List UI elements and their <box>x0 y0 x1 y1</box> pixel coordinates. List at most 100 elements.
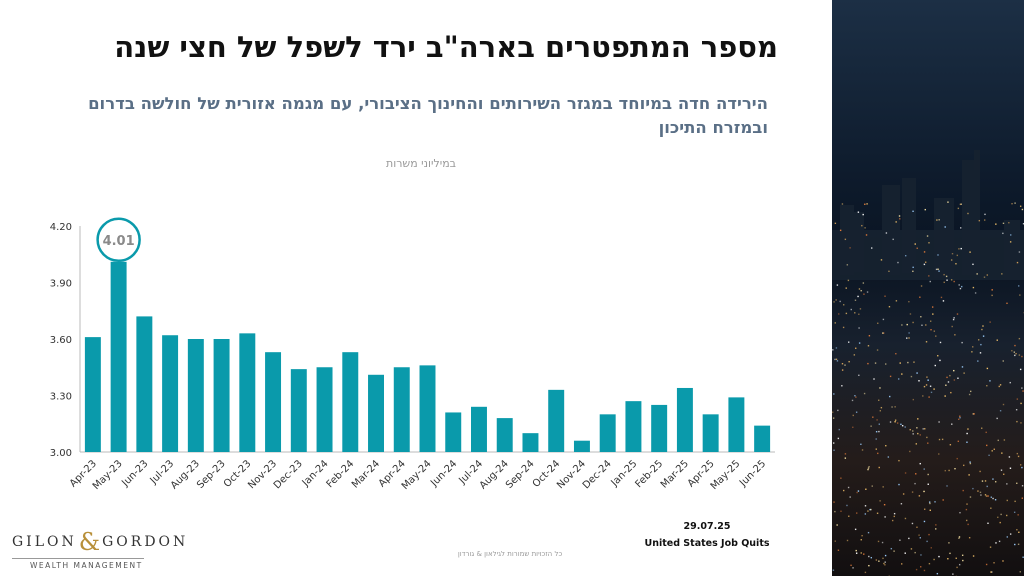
city-light <box>934 364 936 367</box>
city-light <box>1021 497 1024 499</box>
city-light <box>875 448 877 450</box>
city-light <box>915 568 918 571</box>
city-light <box>938 219 940 221</box>
city-light <box>917 432 919 435</box>
city-light <box>986 485 988 488</box>
city-light <box>877 452 879 455</box>
city-light <box>864 203 866 205</box>
city-light <box>904 426 906 428</box>
city-light <box>1002 360 1004 362</box>
city-light <box>929 280 931 283</box>
y-tick-label: 3.60 <box>50 335 72 346</box>
city-light <box>881 541 884 544</box>
city-light <box>961 366 964 368</box>
city-light <box>925 341 928 343</box>
city-light <box>959 417 961 419</box>
city-light <box>961 554 964 556</box>
copyright-note: כל הזכויות שמורות לגילאון & גורדון <box>457 550 563 558</box>
city-light <box>945 384 947 386</box>
city-light <box>1009 533 1012 535</box>
city-light <box>990 571 992 573</box>
city-light <box>847 486 850 489</box>
city-light <box>954 467 956 470</box>
city-light <box>1016 452 1019 455</box>
city-light <box>882 486 884 488</box>
city-light <box>910 548 913 550</box>
city-light <box>858 342 861 344</box>
city-light <box>883 562 885 565</box>
city-light <box>834 358 836 361</box>
city-light <box>912 266 914 269</box>
city-light <box>940 296 943 299</box>
city-light <box>937 268 939 270</box>
city-light <box>848 341 850 343</box>
city-light <box>925 384 928 386</box>
city-light <box>959 203 962 206</box>
city-light <box>998 540 1001 543</box>
city-light <box>989 546 992 548</box>
city-light <box>980 343 982 346</box>
city-light <box>919 434 921 436</box>
city-light <box>849 496 851 498</box>
city-light <box>967 523 969 526</box>
city-light <box>979 352 982 354</box>
city-light <box>867 510 869 512</box>
city-light <box>952 318 955 321</box>
city-light <box>882 318 885 321</box>
city-light <box>916 526 918 528</box>
city-light <box>844 457 847 459</box>
city-light <box>858 374 860 377</box>
city-light <box>957 207 960 210</box>
city-light <box>929 385 932 387</box>
city-light <box>974 292 977 294</box>
city-light <box>839 229 842 232</box>
x-tick-label: Jun-23 <box>119 458 150 489</box>
city-light <box>935 268 938 271</box>
city-light <box>922 428 924 430</box>
city-light <box>908 337 910 339</box>
city-light <box>915 473 917 475</box>
city-light <box>959 287 962 290</box>
city-light <box>953 317 955 319</box>
city-light <box>889 395 891 398</box>
city-light <box>858 313 860 315</box>
city-light <box>875 438 877 440</box>
city-light <box>958 284 960 286</box>
city-light <box>878 423 880 425</box>
bar-Sep-23 <box>213 339 230 452</box>
city-light <box>958 563 961 566</box>
city-light <box>1017 514 1019 516</box>
city-light <box>959 511 961 514</box>
city-light <box>840 477 842 479</box>
bar-Oct-24 <box>548 389 565 452</box>
city-light <box>832 349 834 351</box>
city-light <box>947 201 949 203</box>
city-light <box>1018 354 1021 356</box>
city-light <box>982 335 985 337</box>
city-light <box>868 335 871 337</box>
city-light <box>902 493 905 495</box>
city-light <box>1015 352 1017 355</box>
city-light <box>895 300 898 302</box>
city-light <box>1000 469 1003 471</box>
city-light <box>871 247 873 249</box>
bar-Jan-24 <box>316 367 333 452</box>
city-light <box>852 567 854 569</box>
city-light <box>931 306 934 308</box>
city-light <box>969 496 972 498</box>
city-light <box>1010 234 1012 236</box>
city-light <box>1014 344 1016 347</box>
city-light <box>841 203 844 205</box>
city-light <box>910 375 913 378</box>
city-light <box>1019 294 1021 296</box>
city-light <box>996 417 998 420</box>
city-light <box>919 462 921 465</box>
city-light <box>926 540 928 543</box>
city-light <box>916 427 918 429</box>
city-light <box>1006 536 1008 538</box>
y-tick-label: 3.00 <box>50 448 72 459</box>
city-light <box>848 515 850 517</box>
logo-divider <box>12 558 144 559</box>
city-light <box>944 226 946 228</box>
city-light <box>854 528 857 531</box>
